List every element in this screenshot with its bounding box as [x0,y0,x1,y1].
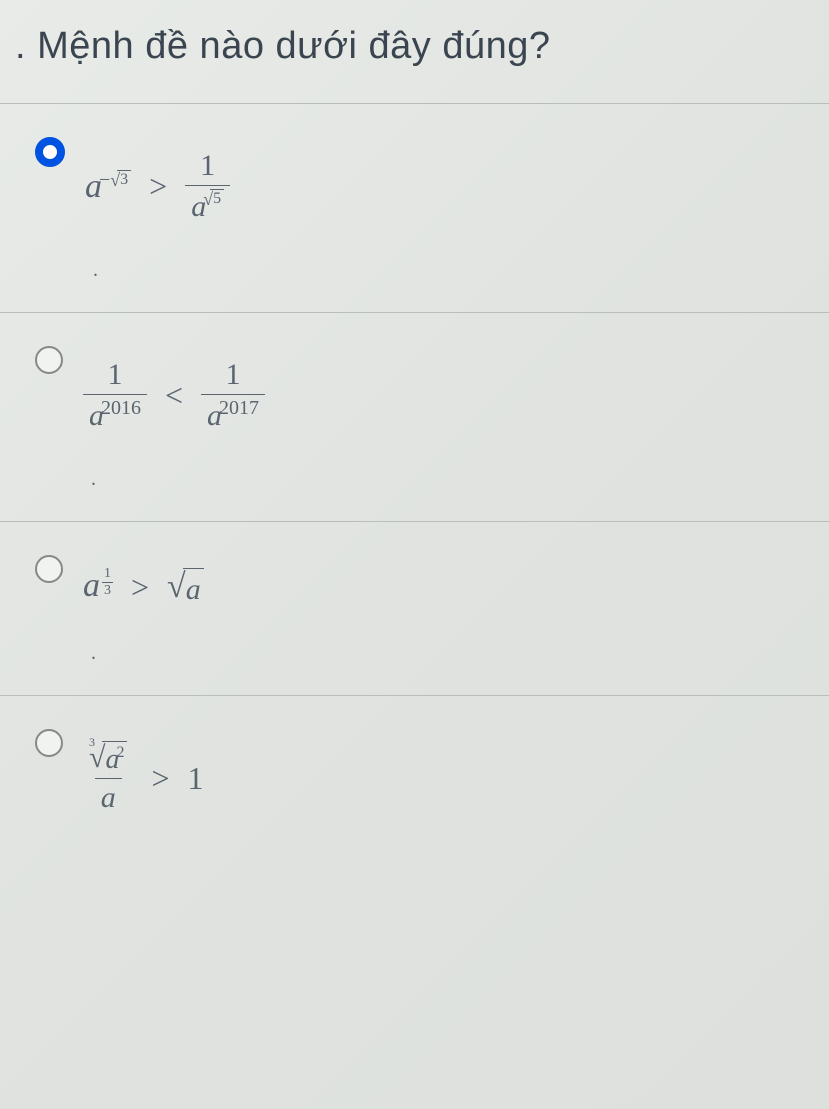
dot: . [93,259,230,282]
frac-num: 3√a2 [83,741,133,778]
rhs-value: 1 [188,760,204,797]
option-3[interactable]: a13 > √ a . [0,522,829,695]
dot: . [91,468,265,491]
frac-num: 1 [102,358,129,394]
option-2-math: 1 a2016 < 1 a2017 . [83,338,265,491]
exp: 2017 [219,397,259,419]
frac-num: 1 [220,358,247,394]
frac-den: a√5 [185,185,230,224]
frac-num: 1 [194,149,221,185]
option-4[interactable]: 3√a2 a > 1 [0,696,829,866]
radio-selected[interactable] [35,137,65,167]
exp: 2016 [101,397,141,419]
frac-den: a2016 [83,394,147,433]
question-text: . Mệnh đề nào dưới đây đúng? [0,0,829,103]
radio-unselected[interactable] [35,346,63,374]
frac-den: a [95,778,122,815]
sqrt-val: 5 [210,189,224,208]
frac-den: a2017 [201,394,265,433]
root-index: 3 [89,735,95,749]
radio-unselected[interactable] [35,555,63,583]
option-1[interactable]: a−√3 > 1 a√5 . [0,104,829,312]
den-base: a [101,781,116,814]
lt-operator: < [165,377,183,414]
radio-unselected[interactable] [35,729,63,757]
sqrt-val: 3 [117,170,131,189]
neg-sign: − [99,169,110,191]
gt-operator: > [151,760,169,797]
option-3-math: a13 > √ a . [83,547,204,665]
sqrt-arg: a [186,573,201,606]
gt-operator: > [149,168,167,205]
option-1-math: a−√3 > 1 a√5 . [85,129,230,282]
dot: . [91,642,204,665]
sqrt-arg-exp: 2 [116,744,124,761]
base-a: a [83,567,100,604]
option-4-math: 3√a2 a > 1 [83,721,204,815]
gt-operator: > [131,569,149,606]
exp-num: 1 [102,566,113,582]
exp-den: 3 [102,582,113,599]
option-2[interactable]: 1 a2016 < 1 a2017 . [0,313,829,521]
